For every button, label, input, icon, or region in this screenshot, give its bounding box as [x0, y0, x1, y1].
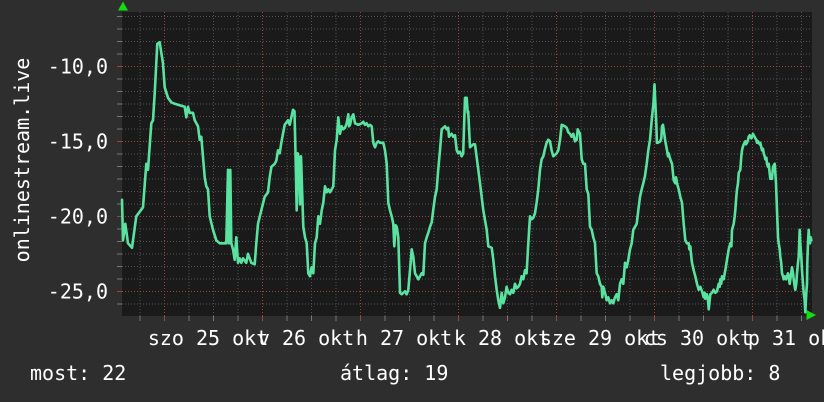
- stats-row: most: 22 átlag: 19 legjobb: 8: [0, 361, 824, 387]
- stat-legjobb-value: 8: [768, 361, 781, 385]
- x-tick-label: p 31 okt: [748, 326, 824, 350]
- stat-most-label: most:: [30, 361, 91, 385]
- y-tick-label: -15,0: [48, 129, 108, 153]
- y-tick-label: -25,0: [48, 279, 108, 303]
- x-tick-label: k 28 okt: [454, 326, 550, 350]
- x-tick-label: v 26 okt: [258, 326, 354, 350]
- arrow-up-icon: [118, 1, 128, 11]
- x-tick-label: szo 25 okt: [148, 326, 268, 350]
- stat-atlag-value: 19: [424, 361, 449, 385]
- stat-atlag: átlag: 19: [340, 361, 448, 385]
- y-tick-label: -10,0: [48, 54, 108, 78]
- stat-legjobb-label: legjobb:: [660, 361, 757, 385]
- stat-most-value: 22: [102, 361, 127, 385]
- series-line: [120, 40, 813, 314]
- x-tick-label: h 27 okt: [356, 326, 452, 350]
- x-tick-label: sze 29 okt: [540, 326, 660, 350]
- stat-legjobb: legjobb: 8: [660, 361, 780, 385]
- stat-atlag-label: átlag:: [340, 361, 413, 385]
- stat-most: most: 22: [30, 361, 126, 385]
- x-tick-label: cs 30 okt: [644, 326, 752, 350]
- plot-area: [122, 12, 812, 316]
- y-tick-label: -20,0: [48, 204, 108, 228]
- arrow-right-icon: [806, 310, 816, 320]
